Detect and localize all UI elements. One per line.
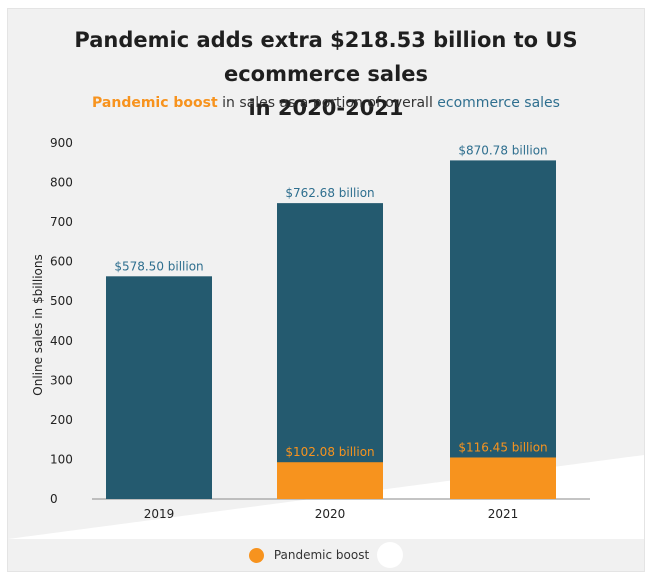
- y-tick-label-800: 800: [50, 176, 73, 190]
- legend-blank-marker: [377, 542, 404, 568]
- chart-title: Pandemic adds extra $218.53 billion to U…: [8, 23, 644, 125]
- total-label-2021: $870.78 billion: [458, 143, 547, 157]
- subtitle-middle-text: in sales as a portion of overall: [217, 95, 438, 111]
- chart-title-line-2: in 2020-2021: [248, 96, 404, 120]
- boost-label-2020: $102.08 billion: [285, 445, 374, 459]
- bars: $578.50 billion $762.68 billion $102.08 bi…: [92, 143, 590, 500]
- y-tick-label-700: 700: [50, 215, 73, 229]
- y-tick-label-900: 900: [50, 136, 73, 150]
- legend-swatch-pandemic-boost: [248, 547, 264, 563]
- y-axis-label: Online sales in $billions: [31, 254, 45, 395]
- subtitle-total-label: ecommerce sales: [437, 95, 560, 111]
- y-tick-label-600: 600: [50, 255, 73, 269]
- total-label-2019: $578.50 billion: [114, 259, 203, 273]
- legend: Pandemic boost: [8, 542, 644, 568]
- y-tick-label-500: 500: [50, 294, 73, 308]
- y-tick-label-100: 100: [50, 452, 73, 466]
- chart-title-line-1: Pandemic adds extra $218.53 billion to U…: [74, 28, 578, 86]
- total-bar-2021: [450, 160, 556, 499]
- y-tick-label-400: 400: [50, 334, 73, 348]
- y-axis: 0 100 200 300 400 500 600 700 800 900: [50, 136, 73, 506]
- chart-subtitle: Pandemic boost in sales as a portion of …: [8, 95, 644, 111]
- y-tick-label-300: 300: [50, 373, 73, 387]
- x-tick-label-2020: 2020: [315, 507, 346, 521]
- boost-bar-2021: [450, 457, 556, 499]
- total-bar-2019: [106, 276, 212, 499]
- x-axis: 2019 2020 2021: [144, 507, 519, 521]
- boost-bar-2020: [277, 462, 383, 499]
- legend-label-pandemic-boost: Pandemic boost: [273, 548, 370, 562]
- chart-card: Pandemic adds extra $218.53 billion to U…: [7, 8, 645, 572]
- total-label-2020: $762.68 billion: [285, 186, 374, 200]
- subtitle-boost-label: Pandemic boost: [92, 95, 218, 111]
- y-tick-label-0: 0: [50, 492, 58, 506]
- bar-chart: 0 100 200 300 400 500 600 700 800 900 $578.50 bil…: [8, 136, 644, 539]
- x-tick-label-2021: 2021: [488, 507, 519, 521]
- y-tick-label-200: 200: [50, 413, 73, 427]
- total-bar-2020: [277, 203, 383, 499]
- boost-label-2021: $116.45 billion: [458, 440, 547, 454]
- x-tick-label-2019: 2019: [144, 507, 175, 521]
